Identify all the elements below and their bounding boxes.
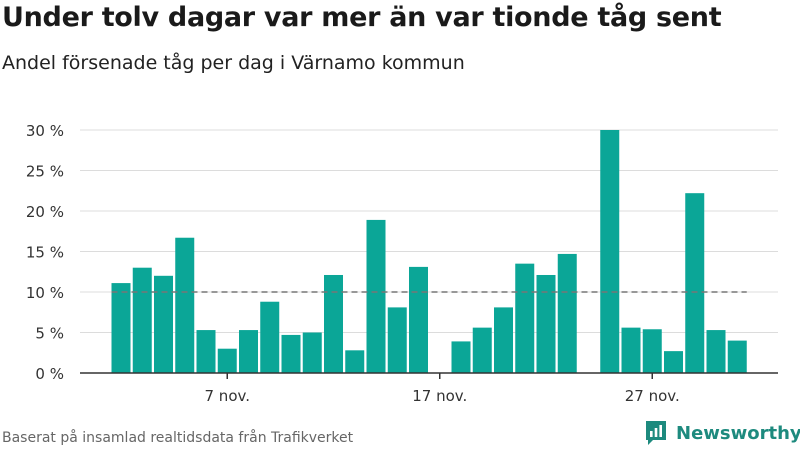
bar — [451, 341, 471, 373]
bar — [175, 237, 195, 373]
chart-title: Under tolv dagar var mer än var tionde t… — [2, 2, 722, 33]
x-tick-label: 17 nov. — [412, 387, 467, 405]
bar — [281, 334, 301, 373]
bar — [494, 307, 513, 373]
bar — [536, 274, 556, 373]
y-tick-label: 25 % — [26, 163, 64, 181]
y-tick-label: 30 % — [26, 122, 64, 140]
y-tick-label: 10 % — [26, 284, 64, 302]
bar — [324, 274, 343, 373]
brand-logo: Newsworthy — [644, 420, 800, 446]
chart-subtitle: Andel försenade tåg per dag i Värnamo ko… — [2, 52, 465, 74]
y-tick-label: 15 % — [26, 244, 64, 262]
bar — [366, 219, 386, 373]
bar — [600, 130, 620, 373]
bar — [260, 301, 280, 373]
bar — [345, 350, 365, 373]
bar — [239, 330, 258, 373]
bar — [111, 283, 131, 373]
y-tick-label: 20 % — [26, 203, 64, 221]
bar — [302, 332, 322, 373]
bar — [706, 330, 726, 373]
bar — [664, 351, 683, 373]
bar — [154, 275, 173, 373]
bar — [387, 307, 407, 373]
x-tick-label: 27 nov. — [625, 387, 680, 405]
bar — [217, 348, 237, 373]
y-tick-label: 0 % — [35, 365, 64, 383]
bar — [409, 266, 428, 373]
bar — [557, 253, 577, 373]
source-note: Baserat på insamlad realtidsdata från Tr… — [2, 430, 354, 446]
bar — [621, 327, 641, 373]
bar — [196, 330, 216, 373]
bar — [727, 340, 747, 373]
bar — [685, 193, 705, 373]
y-tick-label: 5 % — [35, 325, 64, 343]
newsworthy-logo-icon — [646, 421, 666, 445]
brand-name: Newsworthy — [676, 422, 800, 444]
bar — [472, 327, 492, 373]
x-tick-label: 7 nov. — [205, 387, 250, 405]
bar — [642, 329, 662, 373]
bar — [132, 267, 152, 373]
bar — [515, 263, 535, 373]
